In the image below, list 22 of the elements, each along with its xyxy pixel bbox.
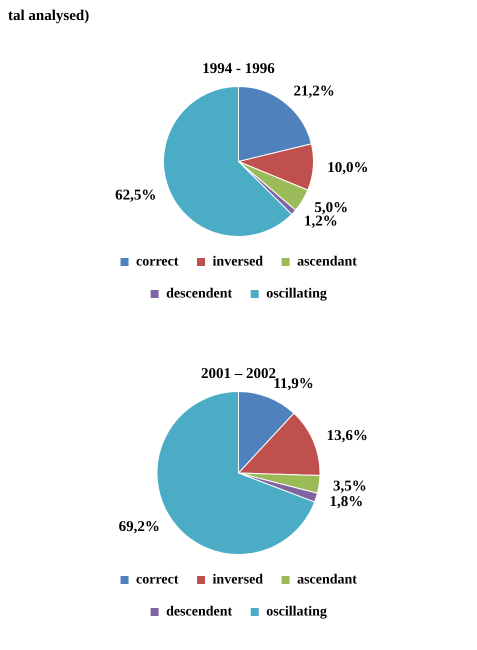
legend-label: correct <box>136 572 179 588</box>
data-label: 21,2% <box>294 83 335 100</box>
data-label: 1,8% <box>330 494 364 510</box>
data-label: 13,6% <box>326 428 368 444</box>
chart-title: 1994 - 1996 <box>202 60 276 77</box>
legend-label: inversed <box>212 572 264 588</box>
legend-label: oscillating <box>266 604 327 620</box>
legend-label: correct <box>136 254 179 270</box>
data-label: 5,0% <box>314 200 348 216</box>
legend-label: oscillating <box>266 286 327 302</box>
data-label: 1,2% <box>304 214 338 230</box>
data-label: 10,0% <box>327 160 368 176</box>
legend-label: descendent <box>166 604 233 620</box>
data-label: 69,2% <box>118 519 160 536</box>
data-label: 62,5% <box>115 188 156 204</box>
legend-label: ascendant <box>297 572 358 588</box>
legend-label: inversed <box>212 254 264 270</box>
data-label: 3,5% <box>333 478 367 494</box>
text: tal analysed) <box>8 8 90 24</box>
chart-title: 2001 – 2002 <box>201 366 276 382</box>
legend-label: descendent <box>166 286 233 302</box>
legend-label: ascendant <box>297 254 358 270</box>
